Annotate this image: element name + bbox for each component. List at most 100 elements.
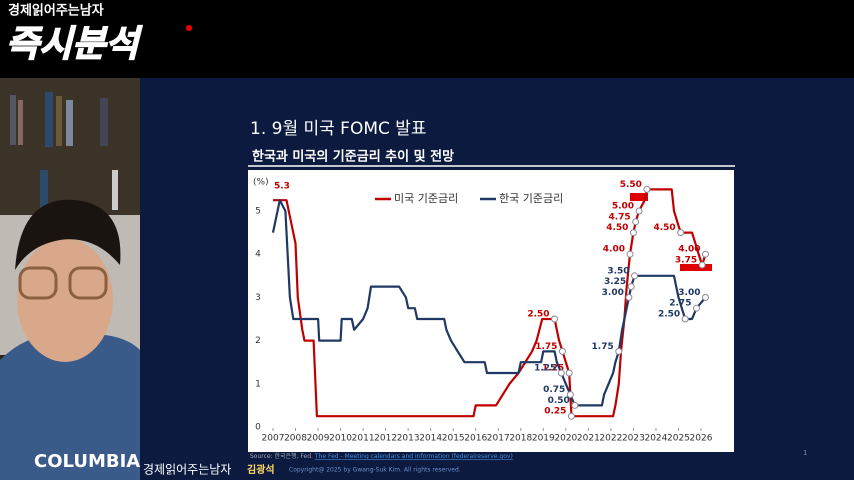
point xyxy=(626,250,634,258)
x-tick-label: 2021 xyxy=(577,434,600,444)
x-tick-label: 2008 xyxy=(284,434,307,444)
data-label: 2.75 xyxy=(669,299,691,309)
data-label: 3.50 xyxy=(607,266,629,276)
data-label: 1.75 xyxy=(535,342,557,352)
data-label: 4.75 xyxy=(608,212,630,222)
x-tick-label: 2020 xyxy=(554,434,577,444)
footer-brand: 경제읽어주는남자 xyxy=(143,463,231,477)
glasses xyxy=(68,266,108,300)
data-label: 2.50 xyxy=(527,310,549,320)
legend-label: 한국 기준금리 xyxy=(499,192,563,205)
y-tick-label: 0 xyxy=(255,423,261,433)
data-label: 4.50 xyxy=(653,223,675,233)
data-label: 3.00 xyxy=(678,288,700,298)
y-tick-label: 3 xyxy=(255,293,261,303)
x-tick-label: 2022 xyxy=(599,434,622,444)
shirt xyxy=(0,334,140,480)
x-tick-label: 2016 xyxy=(464,434,487,444)
banner-title: 즉시분석 xyxy=(6,24,142,65)
point xyxy=(551,315,559,323)
x-tick-label: 2026 xyxy=(690,434,713,444)
data-label: 2.50 xyxy=(658,310,680,320)
data-label: 5.00 xyxy=(612,202,634,212)
x-tick-label: 2012 xyxy=(374,434,397,444)
x-tick-label: 2011 xyxy=(352,434,375,444)
data-label: 3.00 xyxy=(602,288,624,298)
copyright: Copyright@ 2025 by Gwang-Suk Kim. All ri… xyxy=(289,467,461,474)
point xyxy=(629,229,637,237)
x-tick-label: 2009 xyxy=(307,434,330,444)
face xyxy=(17,238,113,362)
source-link[interactable]: The Fed - Meeting calendars and informat… xyxy=(314,453,513,460)
x-tick-label: 2017 xyxy=(487,434,510,444)
point xyxy=(677,229,685,237)
legend-label: 미국 기준금리 xyxy=(394,192,458,205)
point xyxy=(558,347,566,355)
source-text: Source: 한국은행, Fed. xyxy=(250,452,313,460)
point xyxy=(631,272,639,280)
y-axis-label: (%) xyxy=(253,178,269,188)
data-label: 5.50 xyxy=(620,180,642,190)
y-tick-label: 5 xyxy=(255,207,261,217)
shirt-text: COLUMBIA xyxy=(34,451,140,472)
point xyxy=(698,261,706,269)
x-tick-label: 2025 xyxy=(667,434,690,444)
point xyxy=(615,347,623,355)
x-tick-label: 2024 xyxy=(644,434,667,444)
banner xyxy=(0,0,854,78)
point xyxy=(567,412,575,420)
point xyxy=(627,283,635,291)
point xyxy=(692,304,700,312)
x-tick-label: 2019 xyxy=(532,434,555,444)
data-label: 0.25 xyxy=(544,407,566,417)
point xyxy=(625,293,633,301)
red-dot xyxy=(186,25,192,31)
data-label: 4.00 xyxy=(678,245,700,255)
highlight xyxy=(630,193,648,201)
point xyxy=(635,207,643,215)
point xyxy=(681,315,689,323)
x-tick-label: 2007 xyxy=(262,434,285,444)
x-tick-label: 2018 xyxy=(509,434,532,444)
point xyxy=(632,218,640,226)
point xyxy=(701,250,709,258)
data-label: 3.25 xyxy=(604,277,626,287)
data-label: 5.3 xyxy=(274,182,290,192)
slide-title: 1. 9월 미국 FOMC 발표 xyxy=(250,119,427,139)
point xyxy=(643,185,651,193)
point xyxy=(557,369,565,377)
data-label: 0.50 xyxy=(548,396,570,406)
page-number: 1 xyxy=(803,449,807,457)
footer-name: 김광석 xyxy=(247,463,275,476)
bookshelf xyxy=(0,78,140,218)
source: Source: 한국은행, Fed. The Fed - Meeting cal… xyxy=(250,452,513,460)
hair xyxy=(15,199,121,270)
point xyxy=(701,293,709,301)
y-tick-label: 2 xyxy=(255,336,261,346)
data-label: 3.75 xyxy=(675,256,697,266)
series-line xyxy=(273,188,707,418)
data-label: 4.50 xyxy=(606,223,628,233)
brand: 경제읽어주는남자 xyxy=(8,3,104,19)
slide-subtitle: 한국과 미국의 기준금리 추이 및 전망 xyxy=(252,149,454,165)
y-tick-label: 4 xyxy=(255,250,261,260)
data-label: 4.00 xyxy=(603,245,625,255)
data-label: 1.25 xyxy=(542,364,564,374)
x-tick-label: 2010 xyxy=(329,434,352,444)
x-tick-label: 2015 xyxy=(442,434,465,444)
glasses xyxy=(18,266,58,300)
data-label: 1.75 xyxy=(592,342,614,352)
data-label: 1.25 xyxy=(534,364,556,374)
highlight xyxy=(680,264,712,271)
data-label: 0.75 xyxy=(543,385,565,395)
point xyxy=(571,401,579,409)
point xyxy=(565,369,573,377)
x-tick-label: 2013 xyxy=(397,434,420,444)
books xyxy=(10,92,118,210)
y-tick-label: 1 xyxy=(255,379,261,389)
x-tick-label: 2023 xyxy=(622,434,645,444)
point xyxy=(566,391,574,399)
x-tick-label: 2014 xyxy=(419,434,442,444)
